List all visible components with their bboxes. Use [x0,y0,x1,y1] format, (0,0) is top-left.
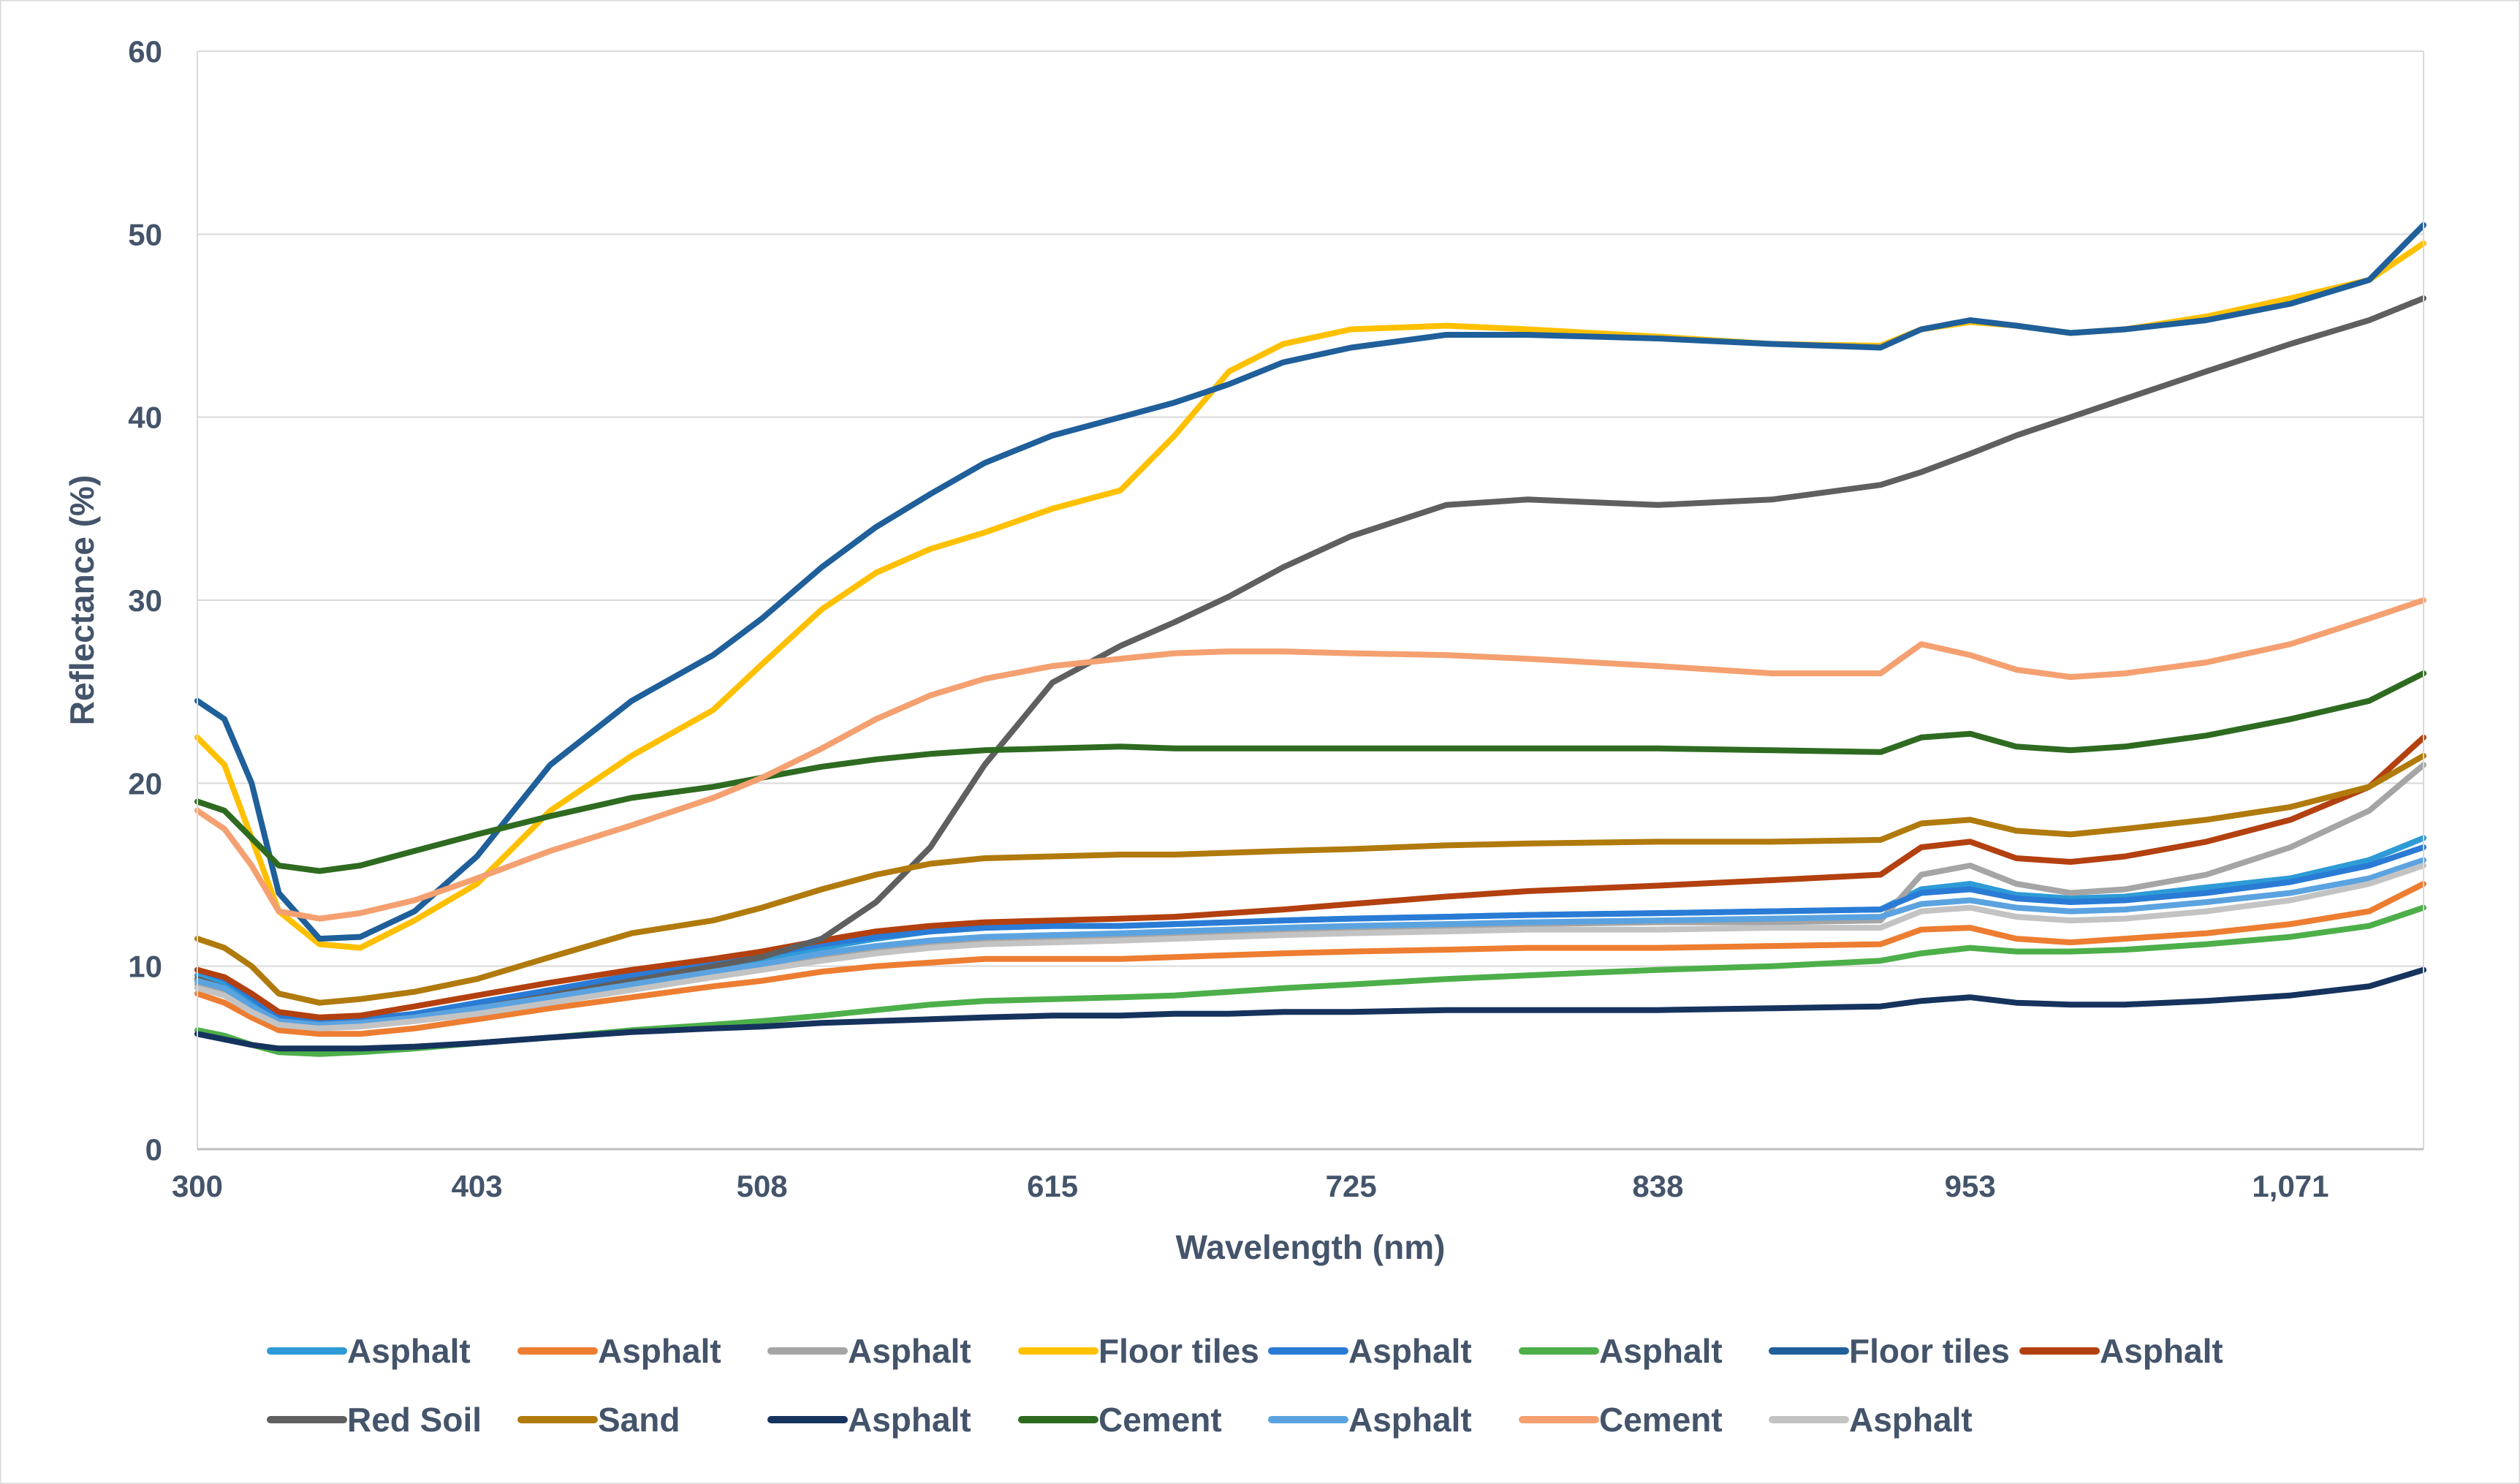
y-tick-label: 10 [128,950,162,984]
legend-label: Red Soil [347,1401,482,1439]
legend-label: Asphalt [848,1332,971,1370]
series-line-7 [194,222,2426,942]
legend: Asphalt Asphalt Asphalt Floor tiles Asphalt A… [267,1332,2223,1439]
x-tick-label: 615 [1027,1169,1078,1203]
series-line-14 [194,597,2426,922]
x-tick-label: 300 [172,1169,223,1203]
y-tick-label: 60 [128,34,162,69]
x-tick-label: 508 [737,1169,788,1203]
y-tick-label: 20 [128,766,162,800]
x-tick-label: 838 [1632,1169,1683,1203]
legend-label: Asphalt [1599,1332,1723,1370]
x-tick-label: 953 [1945,1169,1996,1203]
legend-label: Cement [1098,1401,1222,1439]
legend-label: Cement [1599,1401,1723,1439]
series-line-8 [194,734,2426,1021]
series-line-12 [194,670,2426,874]
legend-label: Sand [598,1401,680,1439]
series-line-10 [194,752,2426,1006]
series-line-11 [194,966,2426,1052]
y-tick-label: 40 [128,401,162,435]
gridlines [197,50,2424,967]
y-tick-label: 30 [128,583,162,618]
x-tick-label: 403 [452,1169,503,1203]
legend-label: Floor tiles [1098,1332,1259,1370]
series-line-15 [194,863,2426,1031]
x-tick-label: 725 [1326,1169,1377,1203]
y-tick-label: 50 [128,217,162,251]
legend-label: Asphalt [1348,1401,1472,1439]
legend-label: Asphalt [598,1332,721,1370]
x-axis-title: Wavelength (nm) [1176,1228,1446,1266]
legend-label: Asphalt [1849,1401,1973,1439]
axes: 0 10 20 30 40 50 60 300 403 508 615 725 838 953 1,071 W… [63,34,2424,1266]
series-lines [194,222,2426,1057]
legend-label: Asphalt [347,1332,471,1370]
x-tick-label: 1,071 [2252,1169,2329,1203]
legend-label: Asphalt [848,1401,971,1439]
series-line-13 [194,857,2426,1028]
y-tick-label: 0 [145,1132,162,1167]
series-line-5 [194,844,2426,1024]
legend-label: Floor tiles [1849,1332,2010,1370]
series-line-2 [194,881,2426,1037]
legend-label: Asphalt [1348,1332,1472,1370]
legend-label: Asphalt [2100,1332,2223,1370]
y-axis-title: Reflectance (%) [63,475,101,726]
